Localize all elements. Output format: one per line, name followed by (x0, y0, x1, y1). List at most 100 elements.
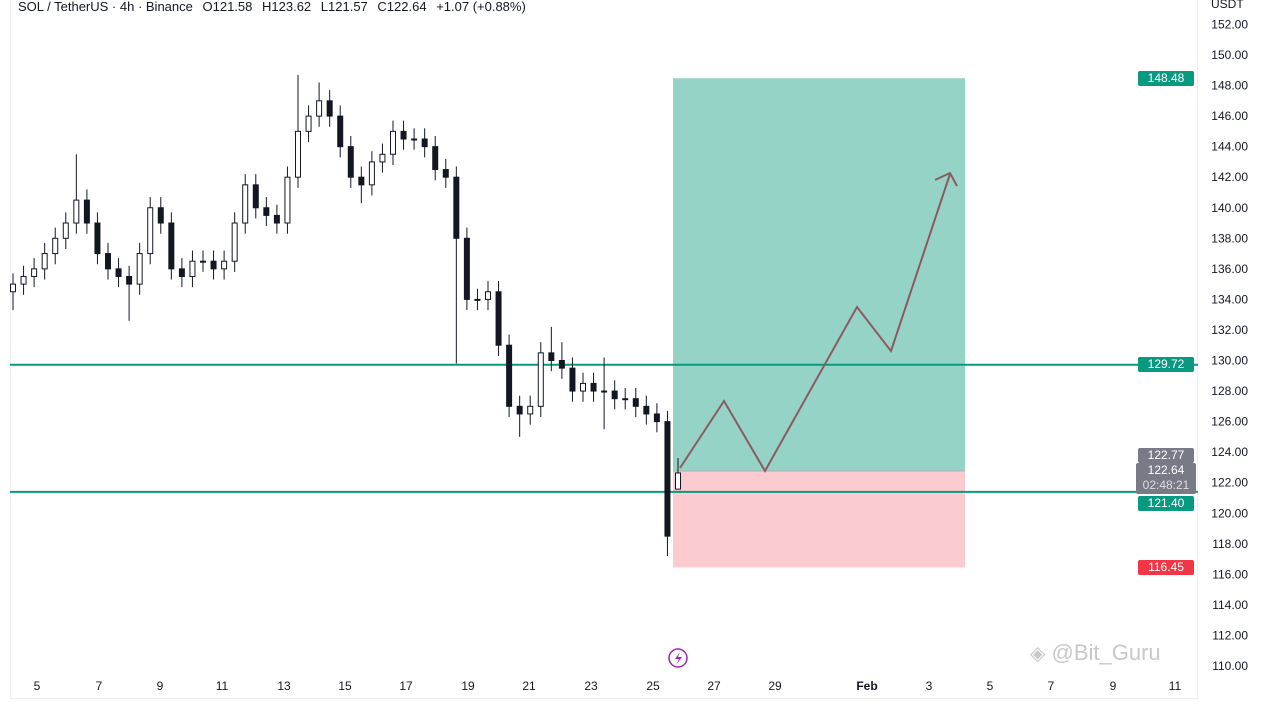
candles (10, 74, 681, 557)
candle-body (326, 100, 333, 117)
flash-icon[interactable] (668, 648, 688, 668)
time-tick-label: 5 (34, 679, 41, 693)
price-axis[interactable]: 110.00 112.00 114.00 116.00 118.00 120.00 122.… (1211, 17, 1248, 673)
price-tick-label: 144.00 (1211, 140, 1248, 154)
candle-body (231, 222, 238, 262)
candle-body (506, 344, 513, 407)
candle-body (601, 390, 608, 393)
time-tick-label: 17 (399, 679, 413, 693)
candle-body (527, 405, 534, 415)
time-tick-label: 15 (338, 679, 352, 693)
candle-body (675, 472, 681, 490)
last-price: 122.64 (1147, 463, 1185, 477)
candle-body (210, 260, 217, 270)
candle-body (252, 184, 259, 209)
price-tick-label: 136.00 (1211, 262, 1248, 276)
legend-close: C122.64 (377, 0, 427, 14)
price-tick-label: 124.00 (1211, 445, 1248, 459)
time-tick-label: 27 (707, 679, 721, 693)
candle-body (263, 207, 270, 216)
candle-body (189, 260, 196, 277)
candle-body (569, 367, 576, 392)
candle-body (316, 100, 323, 117)
candle-body (495, 291, 502, 346)
candle-body (590, 382, 597, 392)
candle-body (611, 390, 618, 400)
resistance-price-tag: 129.72 (1138, 357, 1194, 372)
projection-arrowhead (934, 171, 958, 187)
time-axis-border (10, 698, 1198, 699)
candle-body (558, 360, 565, 369)
candle-body (31, 268, 38, 277)
candle-body (368, 161, 375, 186)
time-tick-label: 9 (1110, 679, 1117, 693)
candle-body (221, 260, 228, 270)
candle-body (400, 130, 407, 140)
candle-body (643, 405, 650, 415)
candle-body (358, 176, 365, 186)
candle-body (421, 138, 428, 148)
candle-body (147, 207, 154, 255)
entry-price-tag: 122.77 (1138, 448, 1194, 463)
legend-change: +1.07 (+0.88%) (436, 0, 526, 14)
price-tick-label: 122.00 (1211, 476, 1248, 490)
last-price-tag: 122.64 02:48:21 (1136, 463, 1196, 494)
price-tick-label: 134.00 (1211, 292, 1248, 306)
price-tick-label: 132.00 (1211, 323, 1248, 337)
candle-body (242, 184, 249, 224)
symbol-legend: SOL / TetherUS · 4h · Binance O121.58 H1… (18, 0, 532, 14)
candle-body (295, 130, 301, 178)
chart-left-border (10, 0, 11, 698)
candle-body (115, 268, 122, 277)
projection-path[interactable] (679, 173, 951, 474)
time-axis[interactable]: 5 7 9 11 13 15 17 19 21 23 25 27 29 Feb 3 5 7 9 11 (34, 679, 1182, 693)
time-tick-label: 29 (768, 679, 782, 693)
candle-body (178, 268, 185, 277)
candle-body (548, 352, 555, 361)
legend-high: H123.62 (262, 0, 312, 14)
target-price-tag: 148.48 (1138, 71, 1194, 86)
bar-countdown: 02:48:21 (1142, 478, 1190, 492)
stop-zone[interactable] (673, 470, 965, 568)
symbol-title[interactable]: SOL / TetherUS · 4h · Binance (18, 0, 193, 14)
candle-body (474, 298, 481, 301)
price-tick-label: 128.00 (1211, 384, 1248, 398)
price-tick-label: 152.00 (1211, 17, 1248, 31)
candle-body (580, 382, 586, 392)
candle-body (83, 199, 90, 224)
price-tick-label: 126.00 (1211, 415, 1248, 429)
legend-open: O121.58 (202, 0, 253, 14)
price-tick-label: 118.00 (1212, 537, 1248, 551)
candle-body (10, 283, 16, 293)
price-tick-label: 150.00 (1211, 48, 1248, 62)
candle-body (653, 413, 660, 423)
candle-body (411, 138, 418, 141)
price-tick-label: 138.00 (1211, 231, 1248, 245)
candle-body (390, 130, 396, 155)
candle-body (632, 398, 639, 407)
candle-body (62, 222, 69, 239)
price-tick-label: 140.00 (1211, 201, 1248, 215)
candle-body (337, 115, 344, 148)
candle-body (105, 253, 111, 270)
candle-body (168, 222, 175, 270)
candle-body (273, 214, 280, 224)
price-tick-label: 148.00 (1211, 79, 1248, 93)
candle-body (73, 199, 80, 224)
price-tick-label: 112.00 (1212, 628, 1248, 642)
candle-body (305, 115, 312, 132)
price-tick-label: 146.00 (1211, 109, 1248, 123)
price-tick-label: 110.00 (1212, 659, 1248, 673)
candle-body (537, 352, 544, 407)
time-tick-label: 19 (461, 679, 475, 693)
price-tick-label: 116.00 (1212, 567, 1248, 581)
price-tick-label: 120.00 (1211, 506, 1248, 520)
time-tick-label: 11 (1169, 679, 1182, 693)
candle-body (622, 398, 629, 401)
candle-body (157, 207, 164, 224)
time-tick-label: 25 (646, 679, 660, 693)
currency-unit[interactable]: USDT (1211, 0, 1244, 11)
candle-body (94, 222, 101, 255)
candle-body (432, 146, 439, 171)
